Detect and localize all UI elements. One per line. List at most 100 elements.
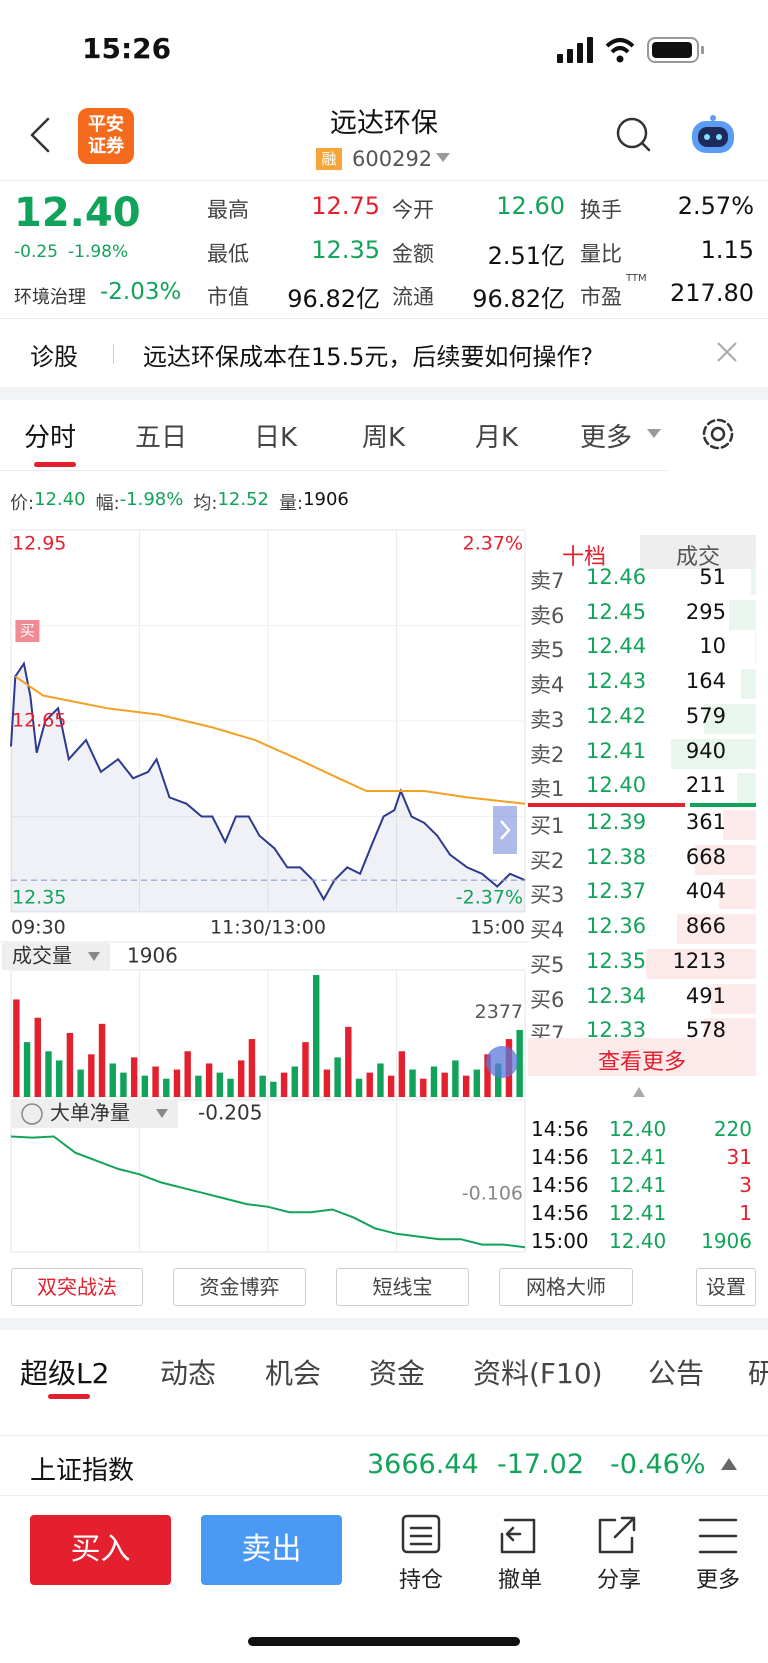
book-label: 卖2	[530, 742, 565, 767]
more-box[interactable]	[528, 1038, 756, 1076]
trade-time: 14:56	[531, 1145, 589, 1169]
home-indicator	[248, 1637, 520, 1646]
depth-bar	[711, 983, 756, 1014]
broker-logo: 平安 证券	[78, 108, 134, 164]
stat-label-sup: TTM	[626, 273, 647, 284]
chart-tab[interactable]: 更多	[580, 423, 633, 453]
book-tab-bg	[640, 535, 756, 569]
info-label: 价:	[10, 493, 35, 514]
book-volume: 361	[685, 810, 726, 834]
chart-tab[interactable]: 五日	[135, 423, 188, 453]
section-tab[interactable]: 公告	[648, 1357, 705, 1390]
book-volume: 668	[685, 844, 726, 869]
search-button[interactable]	[614, 115, 654, 155]
chart-tab[interactable]: 日K	[254, 423, 298, 453]
book-price: 12.45	[586, 599, 647, 624]
depth-bar	[677, 914, 756, 945]
action-label[interactable]: 更多	[695, 1568, 740, 1593]
diagnose-label: 诊股	[30, 343, 78, 371]
assistant-button[interactable]	[688, 113, 738, 159]
close-button[interactable]	[716, 341, 738, 363]
book-volume: 491	[685, 983, 726, 1008]
volume-bar	[484, 1054, 491, 1097]
trade-price: 12.41	[609, 1201, 667, 1225]
status-icons	[557, 37, 704, 63]
volume-bar	[238, 1060, 245, 1097]
buy-marker-box	[15, 620, 40, 642]
last-price: 12.40	[14, 190, 141, 236]
section-tab[interactable]: 机会	[265, 1357, 322, 1390]
divider	[0, 470, 670, 471]
book-tab[interactable]: 成交	[675, 545, 720, 570]
stat-label: 流通	[392, 285, 434, 309]
index-expand[interactable]	[720, 1457, 738, 1471]
section-tab[interactable]: 资料(F10)	[473, 1357, 603, 1390]
code-dropdown[interactable]	[435, 152, 451, 164]
tool-button[interactable]: 设置	[696, 1268, 756, 1306]
volume-bar	[259, 1075, 266, 1097]
charts: 12.95 12.65 12.35 2.37% -2.37% 09:30 11:30/13:…	[0, 529, 528, 1253]
buy-button[interactable]: 买入	[30, 1515, 171, 1585]
back-button[interactable]	[24, 115, 56, 155]
book-price: 12.39	[586, 810, 647, 834]
volume-bar	[216, 1072, 224, 1097]
net-value: -0.205	[198, 1101, 262, 1125]
diagnose-text[interactable]: 远达环保成本在15.5元，后续要如何操作?	[143, 343, 594, 371]
section-tab[interactable]: 资金	[369, 1357, 426, 1390]
book-tab[interactable]: 十档	[561, 545, 606, 570]
volume-bar	[88, 1054, 95, 1097]
divider	[0, 1435, 768, 1436]
volume-bar	[355, 1078, 363, 1097]
volume-bar	[280, 1072, 288, 1097]
stat-label: 最低	[207, 242, 249, 266]
sell-buy-divider-green	[690, 803, 756, 807]
tab-dropdown[interactable]	[646, 428, 662, 440]
section-tab[interactable]: 超级L2	[20, 1357, 110, 1390]
settings-button[interactable]	[700, 416, 736, 452]
sell-button[interactable]: 卖出	[201, 1515, 342, 1585]
tool-button[interactable]: 短线宝	[336, 1268, 469, 1306]
tool-button[interactable]: 网格大师	[499, 1268, 633, 1306]
book-volume: 579	[685, 703, 726, 728]
gap	[0, 387, 768, 400]
volume-bar	[302, 1042, 309, 1097]
tool-button[interactable]: 双突战法	[11, 1268, 143, 1306]
depth-bar	[695, 844, 756, 875]
book-label: 卖4	[530, 673, 565, 698]
chart-tab[interactable]: 周K	[362, 423, 406, 453]
action-icons	[401, 1514, 738, 1554]
stat-label: 量比	[580, 242, 622, 266]
volume-dropdown	[88, 952, 100, 961]
sector-change: -2.03%	[100, 279, 182, 305]
book-price: 12.35	[586, 948, 647, 973]
sector-name: 环境治理	[14, 287, 86, 308]
collapse-arrow[interactable]	[632, 1086, 646, 1098]
x-tick-label: 15:00	[470, 917, 525, 939]
trade-volume: 3	[739, 1173, 752, 1197]
stat-value: 96.82亿	[287, 285, 380, 313]
stat-value: 12.75	[311, 192, 380, 220]
chart-tab[interactable]: 分时	[24, 423, 77, 453]
section-tab[interactable]: 动态	[160, 1357, 217, 1390]
stat-value: 2.51亿	[487, 242, 565, 270]
book-volume: 866	[685, 914, 726, 939]
net-flow-line	[10, 1135, 526, 1249]
chart-tab[interactable]: 月K	[475, 423, 519, 453]
book-label: 买7	[530, 1022, 565, 1038]
order-more[interactable]: 查看更多	[597, 1050, 686, 1075]
section-tab[interactable]: 研	[748, 1357, 768, 1390]
book-price: 12.38	[586, 844, 647, 869]
volume-bar	[120, 1072, 127, 1097]
stat-label: 最高	[207, 198, 249, 222]
book-label: 买6	[530, 987, 565, 1012]
volume-tool	[486, 1046, 518, 1078]
depth-bar	[723, 810, 756, 840]
tool-button[interactable]: 资金博弈	[173, 1268, 306, 1306]
action-label[interactable]: 撤单	[497, 1568, 542, 1593]
action-label[interactable]: 分享	[596, 1568, 641, 1593]
action-label[interactable]: 持仓	[398, 1568, 443, 1593]
book-label: 买3	[530, 883, 565, 908]
volume-bar	[430, 1066, 438, 1097]
depth-bar	[703, 703, 756, 734]
